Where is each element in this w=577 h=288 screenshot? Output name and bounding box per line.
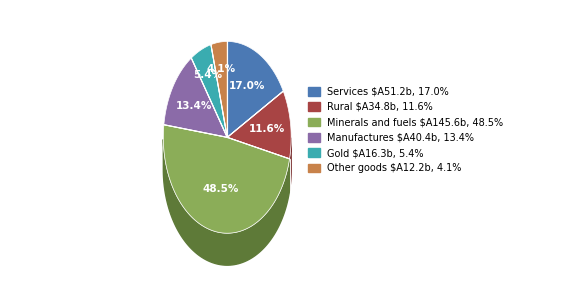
Text: 4.1%: 4.1%: [207, 64, 236, 74]
Text: 17.0%: 17.0%: [229, 81, 265, 91]
Text: 11.6%: 11.6%: [248, 124, 284, 134]
Polygon shape: [163, 139, 290, 265]
Text: 13.4%: 13.4%: [175, 101, 212, 111]
Legend: Services $A51.2b, 17.0%, Rural $A34.8b, 11.6%, Minerals and fuels $A145.6b, 48.5: Services $A51.2b, 17.0%, Rural $A34.8b, …: [304, 83, 507, 177]
Text: 48.5%: 48.5%: [203, 184, 239, 194]
Polygon shape: [290, 138, 291, 191]
Polygon shape: [163, 125, 290, 233]
Polygon shape: [192, 45, 227, 137]
Text: 5.4%: 5.4%: [194, 69, 223, 79]
Polygon shape: [211, 41, 227, 137]
Polygon shape: [227, 91, 291, 159]
Polygon shape: [164, 58, 227, 137]
Polygon shape: [227, 41, 283, 137]
